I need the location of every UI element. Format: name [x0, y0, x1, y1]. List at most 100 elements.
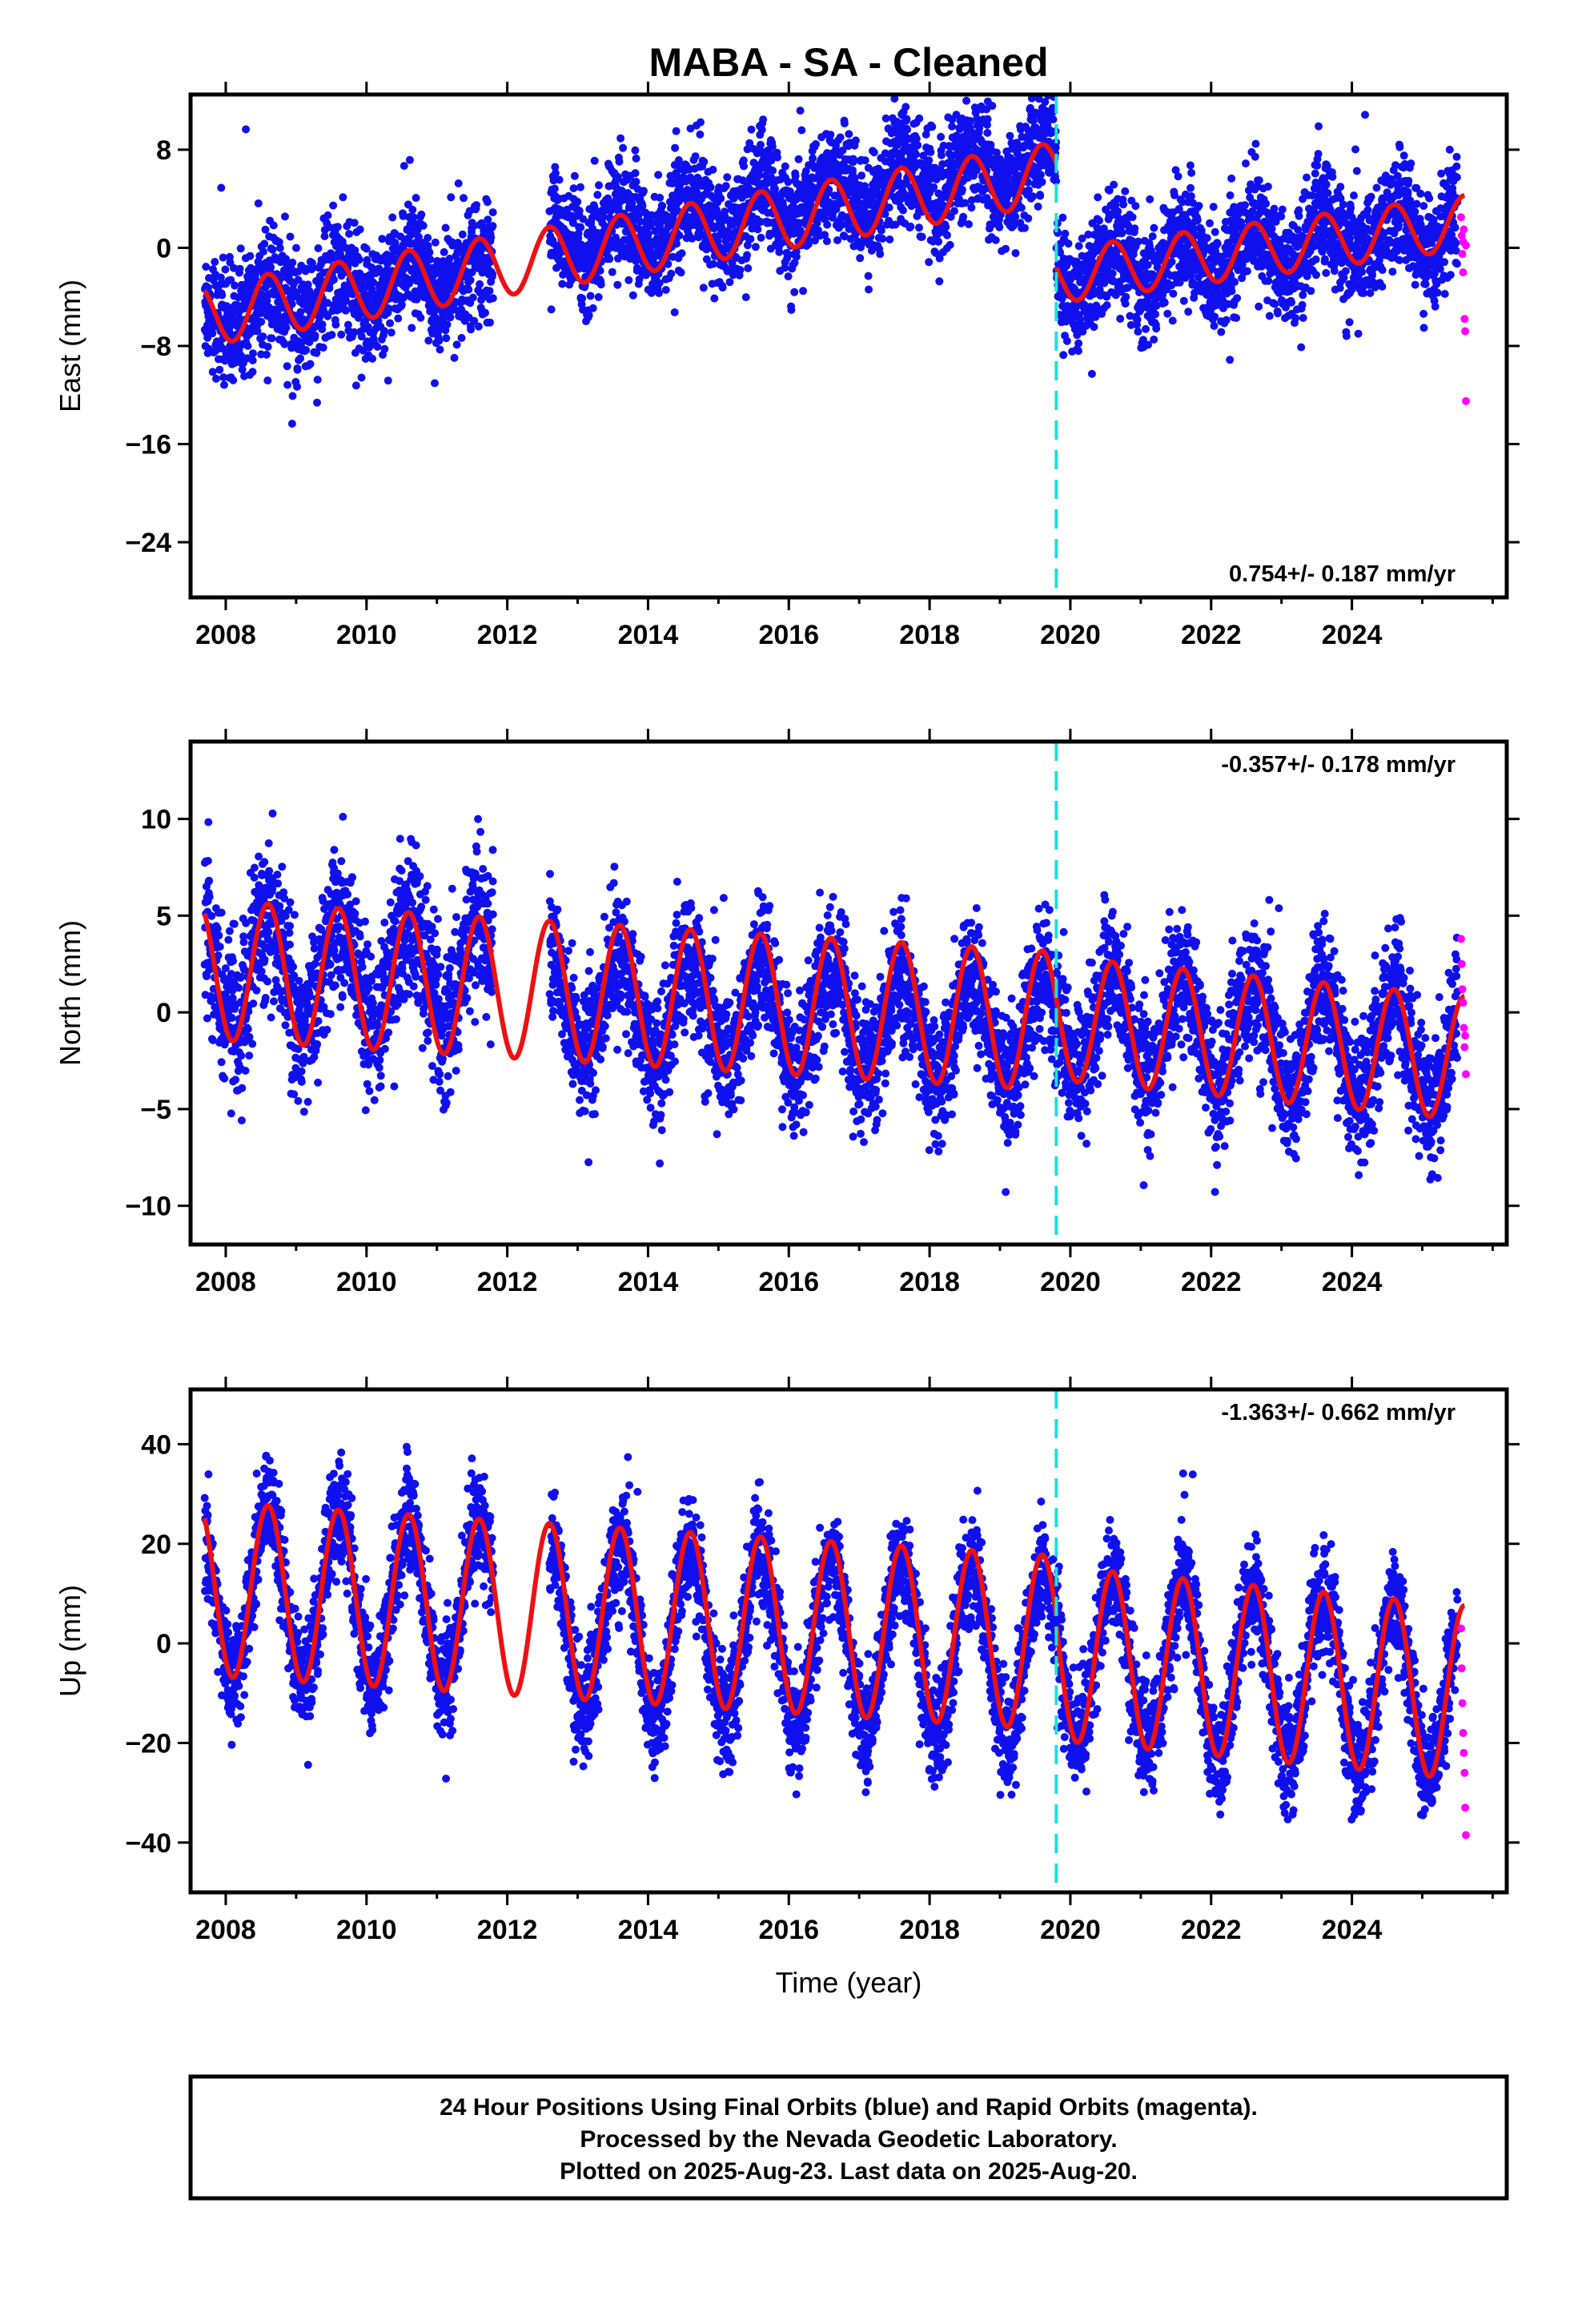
- data-point: [631, 146, 640, 155]
- data-point: [791, 171, 800, 180]
- data-point: [1151, 310, 1160, 319]
- data-point: [467, 325, 476, 334]
- data-point: [302, 346, 311, 355]
- data-point: [259, 332, 267, 341]
- data-point: [440, 247, 448, 256]
- data-point: [1186, 161, 1195, 170]
- data-point: [1143, 260, 1152, 269]
- data-point: [781, 162, 789, 171]
- data-point: [1264, 276, 1273, 285]
- data-point: [632, 177, 640, 186]
- data-point: [614, 254, 622, 263]
- data-point: [1227, 174, 1236, 183]
- data-point: [1130, 224, 1139, 233]
- data-point: [654, 171, 663, 179]
- data-point: [339, 193, 347, 202]
- data-point: [677, 249, 686, 258]
- data-point: [1021, 223, 1029, 232]
- data-point: [1118, 228, 1126, 237]
- data-point: [329, 201, 338, 210]
- data-point: [454, 179, 463, 187]
- data-point: [640, 187, 648, 195]
- data-point: [409, 213, 418, 222]
- data-point: [325, 283, 334, 292]
- data-point: [746, 235, 755, 243]
- data-point: [267, 334, 276, 343]
- data-point: [865, 285, 873, 294]
- data-point: [1251, 139, 1260, 148]
- data-point: [1195, 202, 1203, 210]
- data-point: [1064, 239, 1073, 248]
- data-point: [202, 263, 211, 271]
- data-point: [296, 308, 305, 316]
- data-point: [378, 235, 387, 243]
- data-point: [926, 148, 935, 156]
- data-point: [1263, 183, 1272, 191]
- data-point: [368, 354, 377, 363]
- data-point: [208, 329, 217, 338]
- data-point: [248, 356, 257, 364]
- data-point: [1297, 343, 1306, 352]
- data-point: [1222, 316, 1231, 324]
- data-point: [942, 223, 950, 231]
- data-point: [903, 125, 912, 134]
- data-point: [1036, 171, 1045, 179]
- data-point: [787, 306, 796, 314]
- data-point: [1148, 232, 1157, 241]
- data-point: [962, 96, 971, 105]
- data-point: [460, 194, 468, 203]
- data-point: [458, 230, 467, 239]
- data-point: [1211, 227, 1219, 236]
- data-point: [431, 238, 440, 247]
- data-point: [400, 162, 408, 171]
- data-point: [384, 304, 393, 313]
- data-point: [1128, 213, 1137, 222]
- data-point: [308, 263, 317, 272]
- data-point: [1255, 176, 1263, 185]
- data-point: [784, 178, 793, 187]
- data-point: [342, 296, 351, 305]
- data-point: [417, 210, 426, 219]
- data-point: [303, 280, 312, 289]
- data-point: [917, 232, 926, 241]
- data-point: [246, 251, 255, 260]
- data-point: [696, 130, 705, 139]
- data-point: [570, 171, 579, 180]
- data-point: [351, 381, 360, 390]
- data-point: [1011, 249, 1020, 258]
- data-point: [1163, 309, 1172, 318]
- data-point: [453, 239, 462, 247]
- data-point: [1206, 219, 1214, 227]
- data-point: [350, 219, 359, 227]
- data-point: [759, 115, 768, 124]
- data-point: [885, 203, 893, 212]
- data-point: [672, 127, 681, 135]
- data-point: [369, 278, 378, 287]
- data-point: [1262, 199, 1271, 208]
- data-point: [559, 271, 568, 279]
- data-point: [857, 171, 866, 180]
- data-point: [1265, 312, 1274, 320]
- data-point: [220, 380, 228, 389]
- data-point: [1217, 328, 1226, 336]
- data-point: [373, 343, 382, 351]
- data-point: [751, 243, 760, 251]
- data-point: [1074, 339, 1083, 348]
- data-point: [323, 211, 332, 219]
- data-point: [595, 181, 603, 190]
- data-point: [468, 293, 477, 302]
- data-point: [397, 300, 406, 309]
- data-point: [721, 182, 730, 191]
- data-point: [869, 148, 878, 157]
- data-point: [578, 294, 587, 303]
- data-point: [469, 222, 478, 231]
- data-point: [670, 308, 679, 316]
- data-point: [1232, 314, 1241, 322]
- data-point: [1087, 369, 1096, 378]
- data-point: [856, 254, 865, 263]
- data-point: [452, 340, 461, 349]
- data-point: [412, 194, 420, 203]
- data-point: [576, 183, 584, 191]
- data-point: [282, 255, 291, 263]
